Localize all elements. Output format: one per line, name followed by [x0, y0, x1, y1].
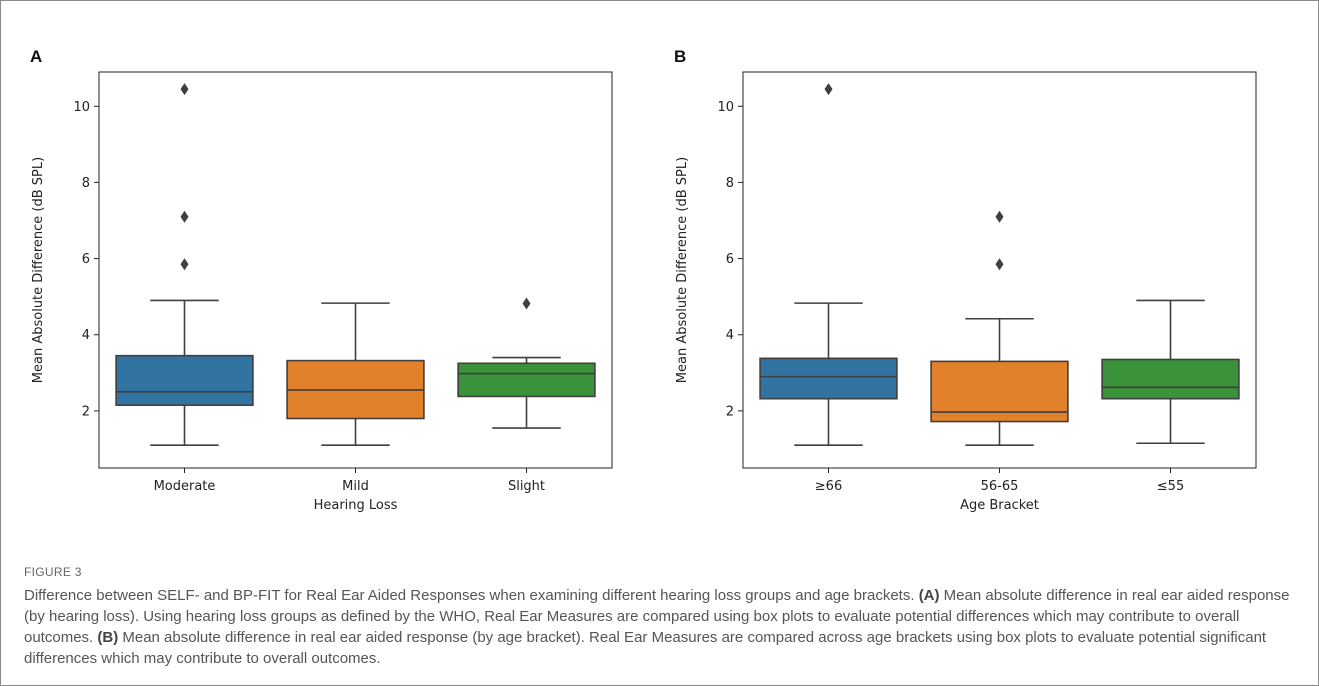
box-body	[759, 357, 898, 400]
y-tick-label: 4	[726, 328, 734, 343]
caption-a-text: Mean absolute difference in real ear aid…	[24, 587, 1290, 646]
box-2	[286, 302, 425, 446]
figure-charts: A 2 4 6 8 10 Mean Absolute Difference (dB SPL)…	[30, 47, 1257, 513]
y-tick-label: 6	[726, 252, 734, 267]
y-tick-label: 4	[82, 328, 90, 343]
box-1	[759, 83, 898, 446]
box-1	[115, 83, 254, 446]
chart-panel-2: B 2 4 6 8 10 Mean Absolute Difference (dB SPL)…	[674, 47, 1257, 513]
outlier-point	[180, 258, 189, 271]
x-tick-label: 56-65	[981, 479, 1019, 494]
x-tick-label: ≥66	[815, 479, 842, 494]
box-body	[115, 354, 254, 406]
y-tick-label: 10	[73, 100, 90, 115]
outlier-point	[522, 297, 531, 310]
figure-label: FIGURE 3	[24, 565, 82, 579]
y-axis-label: Mean Absolute Difference (dB SPL)	[675, 157, 690, 383]
y-tick-label: 8	[726, 176, 734, 191]
y-tick-label: 6	[82, 252, 90, 267]
figure-caption: FIGURE 3 Difference between SELF- and BP…	[24, 565, 1294, 669]
x-tick-label: ≤55	[1157, 479, 1184, 494]
x-tick-label: Mild	[342, 479, 369, 494]
y-tick-label: 2	[726, 404, 734, 419]
caption-b-label: (B)	[97, 629, 119, 646]
x-tick-label: Slight	[508, 479, 545, 494]
x-axis-label: Age Bracket	[960, 498, 1039, 513]
outlier-point	[824, 83, 833, 96]
chart-panel-1: A 2 4 6 8 10 Mean Absolute Difference (dB SPL)…	[30, 47, 613, 513]
y-tick-label: 8	[82, 176, 90, 191]
box-3	[1101, 299, 1240, 445]
x-axis-label: Hearing Loss	[314, 498, 398, 513]
outlier-point	[995, 210, 1004, 223]
box-2	[930, 210, 1069, 446]
caption-b-text: Mean absolute difference in real ear aid…	[24, 629, 1267, 667]
caption-intro: Difference between SELF- and BP-FIT for …	[24, 587, 919, 604]
caption-a-label: (A)	[918, 587, 940, 604]
y-tick-label: 2	[82, 404, 90, 419]
y-tick-label: 10	[717, 100, 734, 115]
panel-label: B	[674, 47, 686, 66]
box-body	[457, 362, 596, 398]
outlier-point	[995, 258, 1004, 271]
outlier-point	[180, 210, 189, 223]
panel-label: A	[30, 47, 42, 66]
caption-text: Difference between SELF- and BP-FIT for …	[24, 585, 1294, 669]
outlier-point	[180, 83, 189, 96]
box-body	[1101, 358, 1240, 400]
y-axis-label: Mean Absolute Difference (dB SPL)	[31, 157, 46, 383]
box-3	[457, 297, 596, 429]
x-tick-label: Moderate	[154, 479, 216, 494]
